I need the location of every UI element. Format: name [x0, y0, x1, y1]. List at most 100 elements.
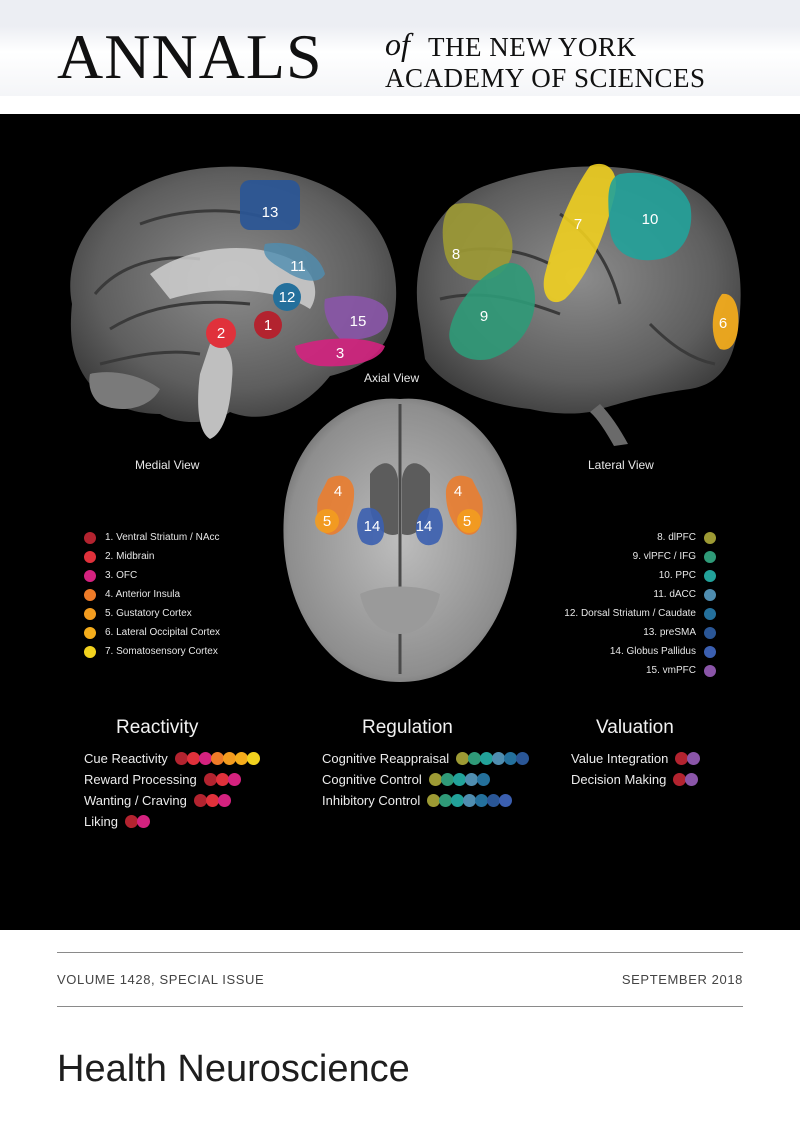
- volume-info: VOLUME 1428, SPECIAL ISSUE: [57, 972, 265, 987]
- region-dot: [487, 794, 501, 807]
- region-label-4-right: 4: [454, 483, 462, 500]
- function-label: Reward Processing: [84, 772, 197, 787]
- function-label: Inhibitory Control: [322, 793, 421, 808]
- region-15-overlay: [324, 295, 389, 340]
- region-dot: [427, 794, 441, 807]
- region-dot: [480, 752, 494, 765]
- legend-label: 7. Somatosensory Cortex: [105, 646, 218, 657]
- region-label-15: 15: [350, 313, 367, 330]
- legend-label: 2. Midbrain: [105, 551, 155, 562]
- region-label-14-right: 14: [416, 518, 433, 535]
- region-7-overlay: [543, 163, 616, 303]
- function-region-dots: [456, 752, 530, 765]
- region-dot: [124, 815, 138, 828]
- legend-label: 12. Dorsal Striatum / Caudate: [564, 608, 696, 619]
- legend-item-region-10: 10. PPC: [564, 566, 716, 585]
- function-row: Wanting / Craving: [84, 790, 259, 811]
- region-label-1: 1: [264, 317, 272, 334]
- legend-item-region-7: 7. Somatosensory Cortex: [84, 642, 220, 661]
- legend-item-region-8: 8. dlPFC: [564, 528, 716, 547]
- legend-label: 11. dACC: [653, 589, 696, 600]
- region-dot: [504, 752, 518, 765]
- legend-item-region-3: 3. OFC: [84, 566, 220, 585]
- region-label-8: 8: [452, 246, 460, 263]
- region-label-13: 13: [262, 204, 279, 221]
- function-region-dots: [193, 794, 231, 807]
- function-label: Cognitive Reappraisal: [322, 751, 450, 766]
- region-dot: [464, 773, 478, 786]
- function-row: Liking: [84, 811, 259, 832]
- region-dot: [492, 752, 506, 765]
- legend-label: 3. OFC: [105, 570, 138, 581]
- legend-label: 8. dlPFC: [657, 532, 696, 543]
- region-dot: [174, 752, 188, 765]
- legend-dot: [704, 607, 716, 620]
- brain-illustration: 13 11 12 15 3 1 2 8 9 7 10 6 4 4 5 5 14 …: [70, 163, 741, 682]
- region-dot: [468, 752, 482, 765]
- function-row: Reward Processing: [84, 769, 259, 790]
- region-dot: [210, 752, 224, 765]
- journal-name-line1: THE NEW YORK: [428, 32, 637, 62]
- legend-item-region-2: 2. Midbrain: [84, 547, 220, 566]
- function-row: Cue Reactivity: [84, 748, 260, 769]
- region-12-overlay: [273, 283, 301, 311]
- function-row: Inhibitory Control: [322, 790, 528, 811]
- category-title-reactivity: Reactivity: [116, 717, 199, 738]
- lateral-view-label: Lateral View: [588, 458, 654, 472]
- region-dot: [675, 752, 689, 765]
- region-dot: [222, 752, 236, 765]
- legend-dot: [704, 531, 716, 544]
- legend-item-region-5: 5. Gustatory Cortex: [84, 604, 220, 623]
- region-label-10: 10: [642, 211, 659, 228]
- medial-view-label: Medial View: [135, 458, 200, 472]
- region-2-overlay: [206, 318, 236, 348]
- function-list-valuation: Value Integration Decision Making: [571, 748, 701, 790]
- region-dot: [246, 752, 260, 765]
- region-label-5-right: 5: [463, 513, 471, 530]
- legend-dot: [84, 550, 96, 563]
- legend-item-region-14: 14. Globus Pallidus: [564, 642, 716, 661]
- function-label: Value Integration: [571, 751, 669, 766]
- function-region-dots: [427, 794, 513, 807]
- region-9-overlay: [449, 263, 535, 360]
- region-dot: [451, 794, 465, 807]
- region-dot: [428, 773, 442, 786]
- function-label: Liking: [84, 814, 118, 829]
- region-dot: [452, 773, 466, 786]
- legend-dot: [704, 626, 716, 639]
- legend-item-region-4: 4. Anterior Insula: [84, 585, 220, 604]
- journal-name-annals: ANNALS: [57, 21, 323, 92]
- function-row: Cognitive Control: [322, 769, 528, 790]
- function-region-dots: [673, 773, 699, 786]
- region-dot: [673, 773, 687, 786]
- region-dot: [516, 752, 530, 765]
- legend-item-region-13: 13. preSMA: [564, 623, 716, 642]
- issue-date: SEPTEMBER 2018: [621, 972, 743, 987]
- journal-name-line2: ACADEMY OF SCIENCES: [385, 63, 706, 93]
- function-label: Decision Making: [571, 772, 667, 787]
- function-region-dots: [428, 773, 490, 786]
- region-dot: [234, 752, 248, 765]
- legend-label: 10. PPC: [658, 570, 696, 581]
- legend-item-region-9: 9. vlPFC / IFG: [564, 547, 716, 566]
- legend-label: 6. Lateral Occipital Cortex: [105, 627, 221, 638]
- function-row: Cognitive Reappraisal: [322, 748, 530, 769]
- journal-name-of: of: [385, 26, 410, 62]
- legend-item-region-1: 1. Ventral Striatum / NAcc: [84, 528, 220, 547]
- issue-title: Health Neuroscience: [57, 1048, 410, 1090]
- function-row: Value Integration: [571, 748, 701, 769]
- function-label: Cognitive Control: [322, 772, 422, 787]
- legend-dot: [84, 588, 96, 601]
- legend-dot: [84, 626, 96, 639]
- function-region-dots: [675, 752, 701, 765]
- function-region-dots: [124, 815, 150, 828]
- legend-dot: [84, 569, 96, 582]
- function-row: Decision Making: [571, 769, 699, 790]
- region-label-4-left: 4: [334, 483, 342, 500]
- region-dot: [475, 794, 489, 807]
- category-title-regulation: Regulation: [362, 717, 453, 738]
- region-label-3: 3: [336, 345, 344, 362]
- legend-item-region-12: 12. Dorsal Striatum / Caudate: [564, 604, 716, 623]
- legend-label: 5. Gustatory Cortex: [105, 608, 192, 619]
- region-3-overlay: [295, 338, 385, 367]
